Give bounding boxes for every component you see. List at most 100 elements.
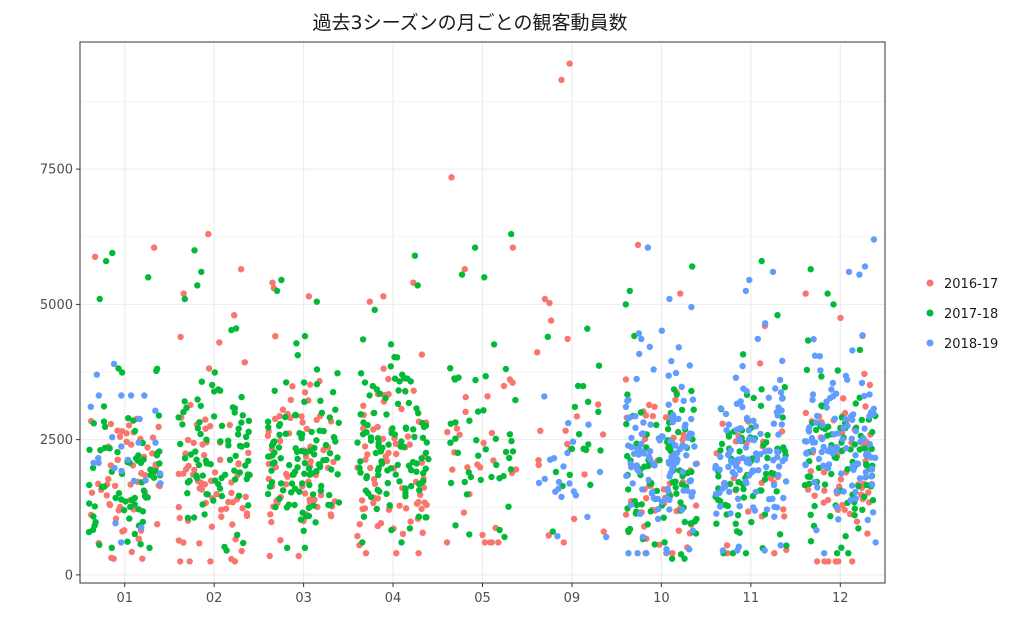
data-point — [306, 481, 313, 489]
data-point — [781, 513, 788, 520]
data-point — [722, 410, 730, 418]
data-point — [391, 353, 398, 361]
data-point — [130, 417, 137, 424]
data-point — [190, 439, 197, 447]
data-point — [131, 501, 138, 508]
data-point — [761, 511, 769, 518]
data-point — [384, 479, 391, 487]
data-point — [419, 434, 427, 441]
data-point — [234, 531, 241, 538]
data-point — [803, 449, 810, 456]
data-point — [506, 431, 514, 438]
data-point — [86, 481, 93, 489]
data-point — [762, 320, 769, 327]
data-point — [847, 497, 854, 504]
data-point — [745, 472, 753, 479]
data-point — [356, 464, 363, 471]
data-point — [334, 370, 341, 377]
data-point — [665, 372, 672, 379]
data-point — [863, 481, 870, 489]
data-point — [320, 457, 327, 464]
data-point — [679, 468, 686, 476]
data-point — [229, 404, 237, 411]
data-point — [231, 409, 238, 416]
data-point — [211, 369, 218, 376]
data-point — [599, 431, 607, 438]
data-point — [638, 440, 645, 447]
data-point — [668, 357, 675, 365]
data-point — [191, 247, 198, 254]
data-point — [828, 386, 835, 393]
data-point — [157, 470, 164, 477]
data-point — [289, 471, 296, 478]
data-point — [197, 430, 204, 438]
data-point — [597, 447, 604, 454]
y-tick-label: 5000 — [40, 298, 73, 313]
data-point — [856, 475, 864, 482]
data-point — [142, 477, 149, 484]
y-tick-label: 7500 — [40, 163, 73, 178]
data-point — [382, 453, 389, 460]
data-point — [555, 478, 563, 486]
data-point — [359, 539, 366, 546]
data-point — [777, 542, 784, 549]
data-point — [624, 391, 631, 398]
data-point — [781, 384, 788, 391]
data-point — [411, 252, 419, 259]
data-point — [727, 510, 734, 517]
data-point — [861, 425, 868, 432]
data-point — [678, 406, 686, 414]
data-point — [482, 446, 489, 453]
data-point — [565, 419, 572, 427]
data-point — [198, 486, 205, 493]
data-point — [306, 381, 314, 388]
data-point — [670, 386, 678, 393]
data-point — [675, 428, 682, 436]
data-point — [677, 499, 684, 506]
data-point — [828, 470, 835, 478]
data-point — [861, 392, 868, 400]
data-point — [374, 495, 381, 502]
data-point — [218, 513, 225, 520]
data-point — [500, 382, 508, 390]
data-point — [366, 298, 373, 305]
data-point — [385, 375, 392, 383]
data-point — [145, 274, 152, 281]
data-point — [773, 409, 781, 416]
data-point — [689, 527, 697, 534]
data-point — [666, 496, 673, 503]
data-point — [833, 447, 840, 454]
data-point — [807, 511, 814, 518]
data-point — [146, 544, 153, 551]
data-point — [546, 299, 553, 307]
data-point — [763, 506, 771, 513]
data-point — [90, 420, 98, 427]
data-point — [665, 401, 672, 408]
data-point — [672, 396, 679, 403]
data-point — [303, 425, 310, 433]
data-point — [154, 521, 161, 528]
data-point — [758, 257, 765, 265]
data-point — [739, 362, 746, 370]
data-point — [861, 445, 868, 452]
data-point — [277, 455, 284, 462]
data-point — [316, 463, 324, 471]
data-point — [482, 373, 489, 380]
data-point — [733, 463, 740, 470]
data-point — [815, 455, 823, 463]
data-point — [128, 548, 135, 556]
data-point — [750, 394, 757, 402]
data-point — [150, 244, 158, 251]
data-point — [242, 462, 249, 469]
data-point — [493, 461, 500, 469]
data-point — [775, 472, 782, 479]
data-point — [111, 482, 119, 489]
data-point — [488, 473, 495, 481]
data-point — [210, 413, 218, 420]
data-point — [395, 387, 402, 394]
data-point — [393, 550, 400, 557]
data-point — [821, 550, 828, 557]
data-point — [807, 266, 814, 273]
data-point — [465, 469, 472, 476]
data-point — [283, 504, 291, 511]
